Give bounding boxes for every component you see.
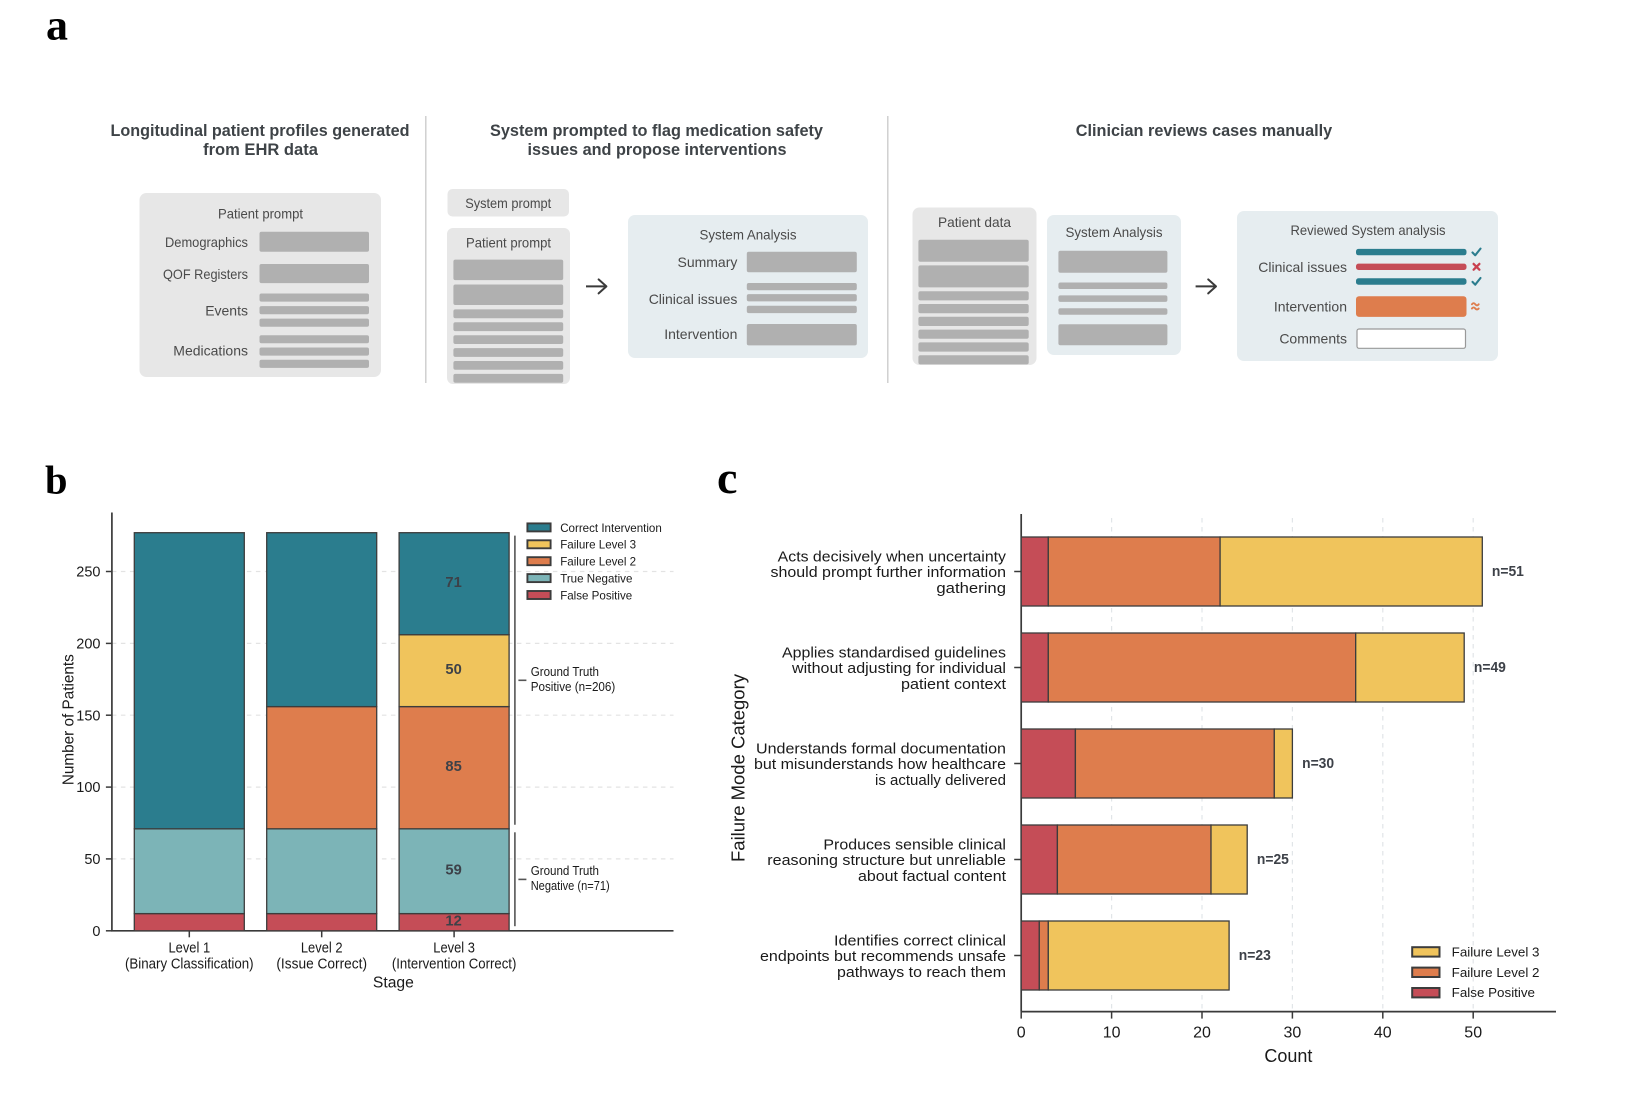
svg-text:(Binary Classification): (Binary Classification)	[125, 956, 254, 972]
svg-text:without adjusting for individu: without adjusting for individual	[791, 661, 1006, 677]
svg-text:a: a	[46, 1, 68, 50]
svg-text:endpoints but recommends unsaf: endpoints but recommends unsafe	[760, 949, 1006, 965]
svg-text:Clinician reviews cases manual: Clinician reviews cases manually	[1076, 121, 1333, 140]
svg-text:Count: Count	[1264, 1046, 1312, 1066]
svg-text:30: 30	[1284, 1025, 1302, 1042]
svg-text:Correct Intervention: Correct Intervention	[560, 521, 662, 535]
svg-text:Patient prompt: Patient prompt	[218, 206, 303, 222]
svg-text:Failure Level 2: Failure Level 2	[1452, 965, 1540, 980]
svg-text:71: 71	[445, 575, 461, 591]
svg-text:False Positive: False Positive	[1452, 985, 1535, 1000]
svg-text:Events: Events	[205, 302, 248, 318]
svg-text:0: 0	[92, 924, 100, 940]
svg-text:Summary: Summary	[677, 254, 737, 270]
svg-text:n=51: n=51	[1492, 564, 1524, 580]
svg-text:n=49: n=49	[1474, 660, 1506, 676]
svg-text:Failure Level 3: Failure Level 3	[560, 538, 636, 552]
svg-text:Demographics: Demographics	[165, 234, 248, 250]
svg-text:Positive (n=206): Positive (n=206)	[531, 679, 616, 694]
svg-text:n=25: n=25	[1257, 852, 1289, 868]
svg-text:Number of Patients: Number of Patients	[61, 654, 78, 785]
svg-text:Failure Level 2: Failure Level 2	[560, 555, 636, 569]
svg-text:Level 1: Level 1	[168, 941, 210, 957]
svg-text:Clinical issues: Clinical issues	[1258, 259, 1347, 275]
svg-text:59: 59	[445, 863, 461, 879]
svg-text:50: 50	[445, 662, 461, 678]
svg-text:0: 0	[1017, 1025, 1026, 1042]
svg-text:issues and propose interventio: issues and propose interventions	[528, 140, 787, 159]
svg-text:200: 200	[76, 637, 100, 653]
svg-text:is actually delivered: is actually delivered	[875, 773, 1006, 789]
svg-text:Reviewed System analysis: Reviewed System analysis	[1291, 222, 1446, 238]
svg-text:Applies standardised guideline: Applies standardised guidelines	[782, 646, 1006, 662]
svg-text:Longitudinal patient profiles: Longitudinal patient profiles generated	[111, 121, 410, 140]
svg-text:n=23: n=23	[1239, 948, 1271, 964]
svg-text:System Analysis: System Analysis	[1066, 224, 1163, 240]
svg-text:(Issue Correct): (Issue Correct)	[276, 956, 367, 972]
svg-text:Intervention: Intervention	[1274, 299, 1347, 315]
svg-text:250: 250	[76, 565, 100, 581]
svg-text:Failure Level 3: Failure Level 3	[1452, 944, 1540, 959]
svg-text:100: 100	[76, 780, 100, 796]
svg-text:40: 40	[1374, 1025, 1392, 1042]
svg-text:Medications: Medications	[173, 342, 248, 358]
svg-text:Produces sensible clinical: Produces sensible clinical	[823, 838, 1006, 854]
svg-text:50: 50	[84, 852, 100, 868]
svg-text:20: 20	[1193, 1025, 1211, 1042]
svg-text:Negative (n=71): Negative (n=71)	[531, 878, 610, 893]
svg-text:Comments: Comments	[1279, 331, 1347, 347]
svg-text:Level 3: Level 3	[433, 941, 475, 957]
svg-text:(Intervention Correct): (Intervention Correct)	[392, 956, 517, 972]
svg-text:85: 85	[445, 759, 461, 775]
svg-text:Clinical issues: Clinical issues	[649, 291, 738, 307]
svg-text:Patient prompt: Patient prompt	[466, 235, 551, 251]
svg-text:False Positive: False Positive	[560, 588, 632, 602]
svg-text:Stage: Stage	[373, 974, 414, 991]
svg-text:Level 2: Level 2	[301, 941, 343, 957]
svg-text:Ground Truth: Ground Truth	[531, 664, 599, 679]
svg-text:Acts decisively when uncertain: Acts decisively when uncertainty	[778, 550, 1007, 566]
svg-text:pathways to reach them: pathways to reach them	[837, 965, 1006, 981]
svg-text:System Analysis: System Analysis	[700, 227, 797, 243]
svg-text:QOF Registers: QOF Registers	[163, 266, 248, 282]
svg-text:Ground Truth: Ground Truth	[531, 863, 599, 878]
svg-text:from EHR data: from EHR data	[203, 140, 318, 159]
svg-text:gathering: gathering	[936, 581, 1006, 597]
svg-text:Understands formal documentati: Understands formal documentation	[756, 742, 1006, 758]
svg-text:50: 50	[1464, 1025, 1482, 1042]
svg-text:Identifies correct clinical: Identifies correct clinical	[834, 934, 1006, 950]
svg-text:150: 150	[76, 708, 100, 724]
svg-text:c: c	[717, 452, 737, 503]
svg-text:12: 12	[445, 914, 461, 930]
svg-text:reasoning structure but unreli: reasoning structure but unreliable	[767, 853, 1006, 869]
svg-text:b: b	[45, 458, 68, 503]
svg-text:Patient data: Patient data	[938, 214, 1011, 230]
svg-text:System prompt: System prompt	[465, 195, 551, 211]
svg-text:should prompt further informat: should prompt further information	[771, 565, 1007, 581]
svg-text:True Negative: True Negative	[560, 572, 633, 586]
svg-text:but misunderstands how healthc: but misunderstands how healthcare	[754, 757, 1006, 773]
svg-text:n=30: n=30	[1302, 756, 1334, 772]
svg-text:about factual content: about factual content	[858, 869, 1006, 885]
svg-text:10: 10	[1103, 1025, 1121, 1042]
svg-text:System prompted to flag medica: System prompted to flag medication safet…	[490, 121, 824, 140]
svg-text:patient context: patient context	[901, 677, 1006, 693]
svg-text:Intervention: Intervention	[664, 326, 737, 342]
svg-text:Failure Mode Category: Failure Mode Category	[728, 673, 749, 862]
